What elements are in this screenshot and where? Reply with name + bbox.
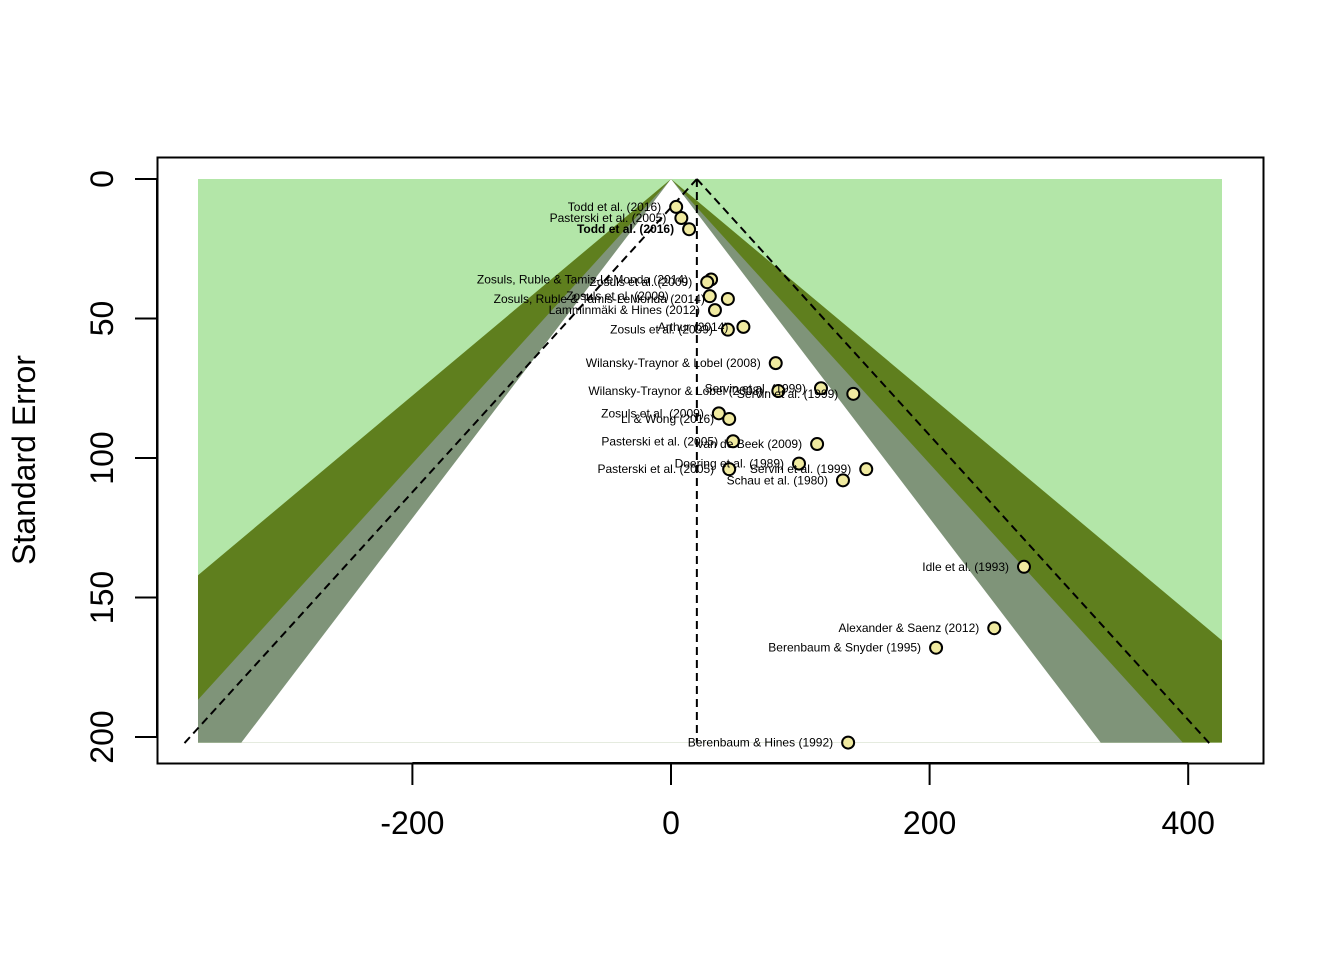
point-label: Wilansky-Traynor & Lobel (2008) (586, 356, 761, 370)
data-point (702, 289, 717, 304)
data-point (674, 211, 689, 226)
point-label: Zosuls et al. (2009) (601, 406, 704, 420)
point-labels: Todd et al. (2016)Pasterski et al. (2005… (477, 200, 1009, 750)
point-label: Servin et al. (1999) (737, 387, 838, 401)
nonsignificant-region (241, 179, 1101, 743)
data-point (841, 735, 856, 750)
x-tick-label: 0 (662, 805, 680, 841)
point-label: Berenbaum & Snyder (1995) (768, 641, 921, 655)
data-point (700, 275, 715, 290)
data-point (987, 621, 1002, 636)
y-axis: 0 50 100 150 200 (84, 170, 158, 764)
point-label: Todd et al. (2016) (568, 200, 661, 214)
ci-line-left (181, 178, 698, 747)
point-label: van de Beek (2009) (697, 437, 802, 451)
point-label: Lamminmäki & Hines (2012) (549, 303, 700, 317)
point-label: Arthur (2014) (658, 320, 729, 334)
data-point (726, 434, 741, 449)
y-tick-label: 100 (84, 431, 120, 484)
y-axis-title: Standard Error (6, 355, 42, 565)
point-label: Zosuls et al. (2009) (589, 275, 692, 289)
point-label: Zosuls et al. (2009) (566, 289, 669, 303)
point-label: Servin et al. (1999) (750, 462, 851, 476)
data-point (722, 411, 737, 426)
point-label: Idle et al. (1993) (922, 560, 1009, 574)
data-point (720, 291, 735, 306)
data-point (846, 386, 861, 401)
data-point (720, 322, 735, 337)
point-label: Todd et al. (2016) (577, 222, 674, 236)
data-point (859, 462, 874, 477)
y-tick-label: 150 (84, 571, 120, 624)
point-label: Doering et al. (1989) (675, 457, 784, 471)
x-tick-label: 200 (903, 805, 956, 841)
data-point (810, 437, 825, 452)
data-point (707, 303, 722, 318)
data-point (736, 319, 751, 334)
point-label: Li & Wong (2016) (621, 412, 714, 426)
reference-lines (181, 178, 1213, 747)
y-tick-label: 50 (84, 301, 120, 337)
point-label: Alexander & Saenz (2012) (838, 621, 979, 635)
y-tick-label: 0 (84, 170, 120, 188)
data-point (771, 384, 786, 399)
x-axis: -200 0 200 400 (380, 762, 1215, 841)
data-points (669, 199, 1031, 750)
data-point (813, 381, 828, 396)
x-tick-label: -200 (380, 805, 444, 841)
data-point (1016, 559, 1031, 574)
data-point (711, 406, 726, 421)
point-label: Pasterski et al. (2005) (597, 462, 714, 476)
data-point (768, 356, 783, 371)
point-label: Pasterski et al. (2005) (550, 211, 667, 225)
point-label: Zosuls, Ruble & Tamis-LeMonda (2014) (477, 272, 688, 286)
point-label: Zosuls, Ruble & Tamis-LeMonda (2014) (494, 292, 705, 306)
point-label: Pasterski et al. (2005) (601, 434, 718, 448)
point-label: Servin et al. (1999) (705, 381, 806, 395)
x-tick-label: 400 (1162, 805, 1215, 841)
point-label: Berenbaum & Hines (1992) (688, 736, 833, 750)
point-label: Schau et al. (1980) (727, 473, 828, 487)
data-point (669, 199, 684, 214)
point-label: Zosuls et al. (2009) (610, 323, 713, 337)
point-label: Wilansky-Traynor & Lobel (2008) (588, 384, 763, 398)
y-tick-label: 200 (84, 710, 120, 763)
data-point (722, 462, 737, 477)
ci-line-right (696, 178, 1213, 747)
data-point (792, 456, 807, 471)
data-point (835, 473, 850, 488)
data-point (929, 640, 944, 655)
data-point (682, 222, 697, 237)
